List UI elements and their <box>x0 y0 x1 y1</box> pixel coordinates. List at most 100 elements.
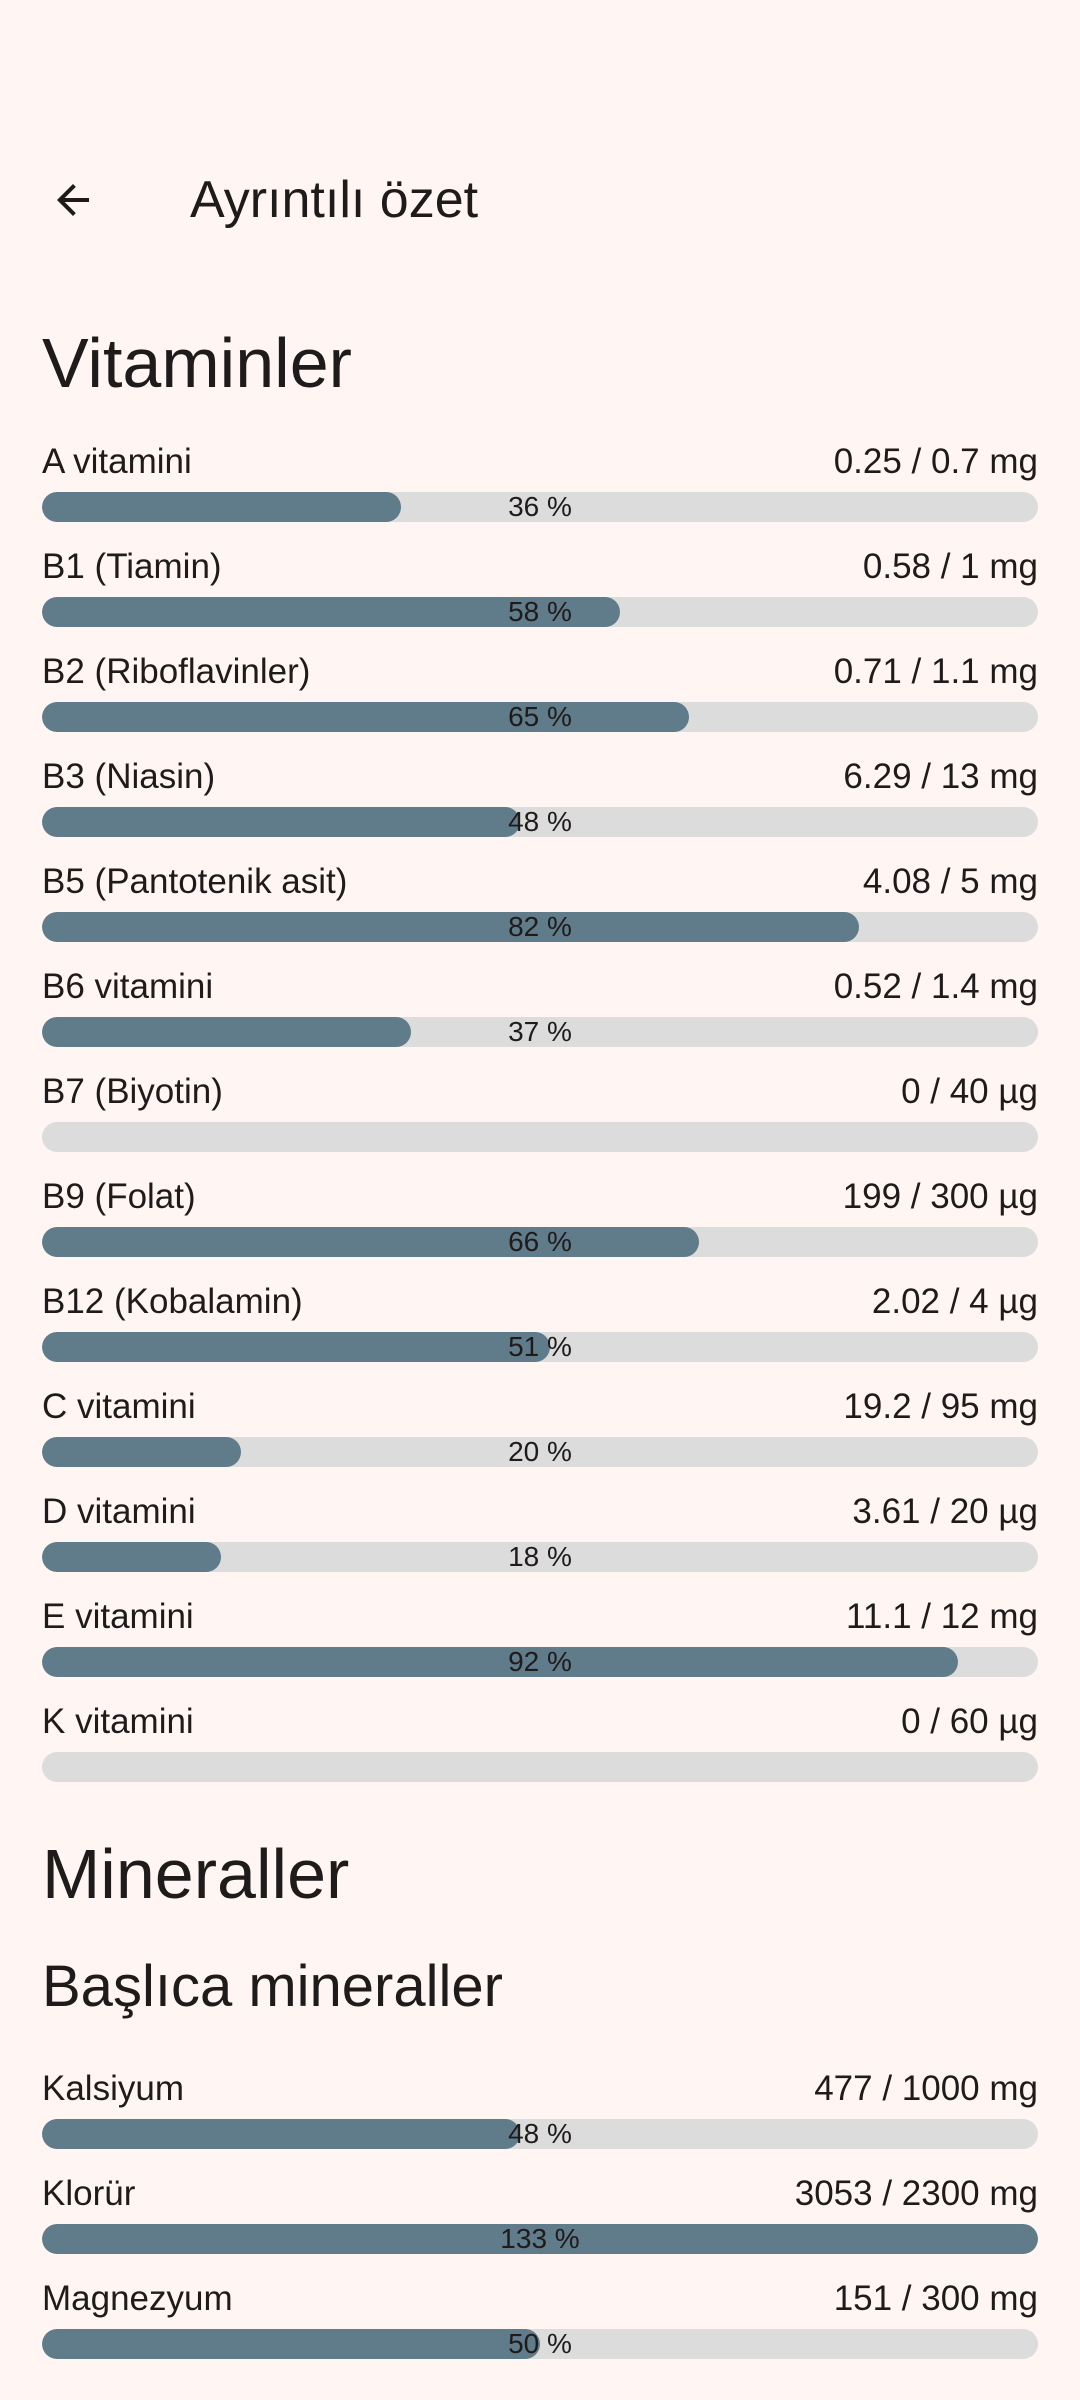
nutrient-row: Magnezyum 151 / 300 mg 50 % <box>42 2271 1038 2376</box>
progress-bar-fill <box>42 597 620 627</box>
progress-bar: 37 % <box>42 1017 1038 1047</box>
nutrient-row: B1 (Tiamin) 0.58 / 1 mg 58 % <box>42 539 1038 644</box>
progress-percent-label <box>42 1752 1038 1782</box>
nutrient-amount: 151 / 300 mg <box>833 2279 1038 2318</box>
nutrient-row-header: B2 (Riboflavinler) 0.71 / 1.1 mg <box>42 644 1038 692</box>
progress-percent-label: 51 % <box>508 1332 572 1362</box>
progress-percent-label: 18 % <box>508 1542 572 1572</box>
progress-percent-label: 37 % <box>508 1017 572 1047</box>
nutrient-amount: 3053 / 2300 mg <box>794 2174 1038 2213</box>
progress-bar: 51 % <box>42 1332 1038 1362</box>
progress-bar-fill <box>42 2329 540 2359</box>
arrow-left-icon <box>57 184 89 216</box>
nutrient-amount: 0 / 40 µg <box>901 1072 1038 1111</box>
nutrient-row: B3 (Niasin) 6.29 / 13 mg 48 % <box>42 749 1038 854</box>
nutrient-amount: 477 / 1000 mg <box>814 2069 1038 2108</box>
vitamins-section-title: Vitaminler <box>42 324 352 402</box>
nutrient-name: B5 (Pantotenik asit) <box>42 862 348 901</box>
progress-bar: 92 % <box>42 1647 1038 1677</box>
nutrient-row-header: B7 (Biyotin) 0 / 40 µg <box>42 1064 1038 1112</box>
nutrient-row-header: B1 (Tiamin) 0.58 / 1 mg <box>42 539 1038 587</box>
nutrient-amount: 0 / 60 µg <box>901 1702 1038 1741</box>
progress-percent-label: 36 % <box>508 492 572 522</box>
nutrient-name: B1 (Tiamin) <box>42 547 222 586</box>
nutrient-row: E vitamini 11.1 / 12 mg 92 % <box>42 1589 1038 1694</box>
progress-bar: 48 % <box>42 2119 1038 2149</box>
nutrient-amount: 6.29 / 13 mg <box>843 757 1038 796</box>
progress-bar-fill <box>42 1647 959 1677</box>
nutrient-name: B12 (Kobalamin) <box>42 1282 303 1321</box>
nutrient-row: B5 (Pantotenik asit) 4.08 / 5 mg 82 % <box>42 854 1038 959</box>
nutrient-amount: 4.08 / 5 mg <box>862 862 1038 901</box>
progress-bar-fill <box>42 1437 242 1467</box>
nutrient-amount: 199 / 300 µg <box>842 1177 1038 1216</box>
nutrient-amount: 0.71 / 1.1 mg <box>833 652 1038 691</box>
nutrient-row: Kalsiyum 477 / 1000 mg 48 % <box>42 2061 1038 2166</box>
nutrient-name: B2 (Riboflavinler) <box>42 652 311 691</box>
nutrient-row: B7 (Biyotin) 0 / 40 µg <box>42 1064 1038 1169</box>
progress-percent-label: 82 % <box>508 912 572 942</box>
progress-percent-label: 48 % <box>508 807 572 837</box>
progress-percent-label: 92 % <box>508 1647 572 1677</box>
nutrient-name: Magnezyum <box>42 2279 233 2318</box>
progress-bar-fill <box>42 1017 411 1047</box>
nutrient-name: Klorür <box>42 2174 136 2213</box>
nutrient-name: B7 (Biyotin) <box>42 1072 223 1111</box>
nutrient-amount: 0.58 / 1 mg <box>862 547 1038 586</box>
progress-bar: 50 % <box>42 2329 1038 2359</box>
nutrient-name: Kalsiyum <box>42 2069 184 2108</box>
progress-bar-fill <box>42 702 690 732</box>
back-button[interactable] <box>28 150 118 250</box>
nutrient-name: K vitamini <box>42 1702 194 1741</box>
progress-bar-fill <box>42 2119 521 2149</box>
progress-bar-fill <box>42 807 521 837</box>
progress-bar: 65 % <box>42 702 1038 732</box>
nutrient-row-header: A vitamini 0.25 / 0.7 mg <box>42 434 1038 482</box>
progress-bar <box>42 1752 1038 1782</box>
progress-bar: 20 % <box>42 1437 1038 1467</box>
progress-percent-label: 66 % <box>508 1227 572 1257</box>
nutrient-row-header: D vitamini 3.61 / 20 µg <box>42 1484 1038 1532</box>
nutrient-name: A vitamini <box>42 442 192 481</box>
progress-bar: 18 % <box>42 1542 1038 1572</box>
progress-percent-label: 65 % <box>508 702 572 732</box>
nutrient-row-header: E vitamini 11.1 / 12 mg <box>42 1589 1038 1637</box>
minerals-section-title: Mineraller <box>42 1835 350 1913</box>
nutrient-row-header: B9 (Folat) 199 / 300 µg <box>42 1169 1038 1217</box>
nutrient-row-header: B6 vitamini 0.52 / 1.4 mg <box>42 959 1038 1007</box>
major-minerals-title: Başlıca mineraller <box>42 1954 503 2019</box>
nutrient-name: B9 (Folat) <box>42 1177 196 1216</box>
nutrient-name: B6 vitamini <box>42 967 214 1006</box>
progress-bar: 36 % <box>42 492 1038 522</box>
nutrient-amount: 11.1 / 12 mg <box>846 1597 1038 1636</box>
progress-bar: 82 % <box>42 912 1038 942</box>
progress-bar-fill <box>42 1332 550 1362</box>
nutrient-row-header: K vitamini 0 / 60 µg <box>42 1694 1038 1742</box>
nutrient-row: C vitamini 19.2 / 95 mg 20 % <box>42 1379 1038 1484</box>
progress-bar-fill <box>42 2224 1038 2254</box>
nutrient-row: B9 (Folat) 199 / 300 µg 66 % <box>42 1169 1038 1274</box>
progress-bar-fill <box>42 1542 222 1572</box>
nutrient-row: B12 (Kobalamin) 2.02 / 4 µg 51 % <box>42 1274 1038 1379</box>
progress-bar: 133 % <box>42 2224 1038 2254</box>
nutrient-name: C vitamini <box>42 1387 196 1426</box>
mineral-list: Kalsiyum 477 / 1000 mg 48 % Klorür 3053 / 23… <box>42 2061 1038 2376</box>
nutrient-amount: 2.02 / 4 µg <box>871 1282 1038 1321</box>
nutrient-name: B3 (Niasin) <box>42 757 216 796</box>
nutrient-name: D vitamini <box>42 1492 196 1531</box>
summary-content: Vitaminler A vitamini 0.25 / 0.7 mg 36 % B1… <box>42 318 1038 2376</box>
progress-bar: 66 % <box>42 1227 1038 1257</box>
nutrient-row: Klorür 3053 / 2300 mg 133 % <box>42 2166 1038 2271</box>
nutrient-row-header: Klorür 3053 / 2300 mg <box>42 2166 1038 2214</box>
nutrient-row: D vitamini 3.61 / 20 µg 18 % <box>42 1484 1038 1589</box>
progress-bar: 58 % <box>42 597 1038 627</box>
nutrient-row-header: Magnezyum 151 / 300 mg <box>42 2271 1038 2319</box>
nutrient-amount: 0.25 / 0.7 mg <box>833 442 1038 481</box>
nutrient-row-header: Kalsiyum 477 / 1000 mg <box>42 2061 1038 2109</box>
nutrient-row: B6 vitamini 0.52 / 1.4 mg 37 % <box>42 959 1038 1064</box>
nutrient-row-header: B5 (Pantotenik asit) 4.08 / 5 mg <box>42 854 1038 902</box>
progress-bar-fill <box>42 912 859 942</box>
progress-bar <box>42 1122 1038 1152</box>
progress-percent-label: 48 % <box>508 2119 572 2149</box>
minerals-section: Mineraller Başlıca mineraller Kalsiyum 47… <box>42 1829 1038 2376</box>
